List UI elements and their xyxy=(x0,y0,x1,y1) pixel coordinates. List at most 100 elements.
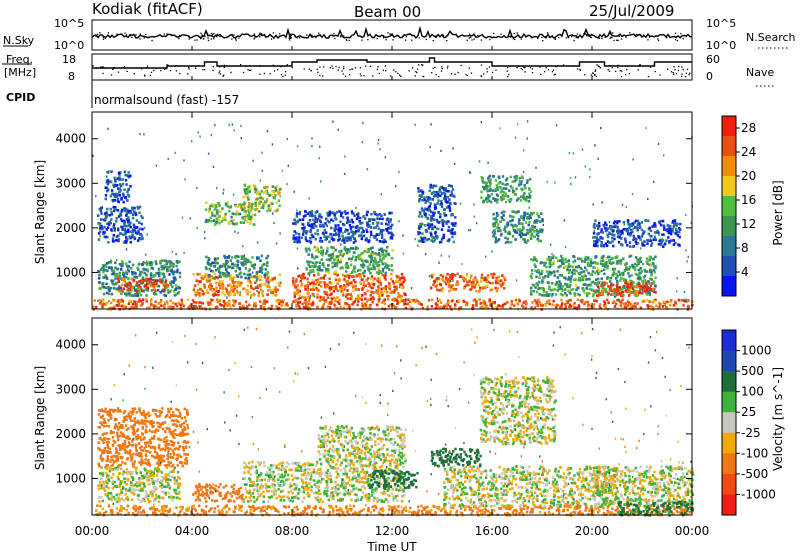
data-cell xyxy=(126,285,129,289)
data-cell xyxy=(390,235,393,239)
data-cell xyxy=(124,306,128,309)
data-cell xyxy=(358,216,361,220)
data-cell xyxy=(428,208,431,211)
data-cell xyxy=(119,212,122,216)
data-cell xyxy=(354,258,357,262)
data-cell xyxy=(111,192,114,196)
data-cell xyxy=(584,258,587,261)
data-cell xyxy=(502,210,505,213)
data-cell xyxy=(477,290,481,293)
data-cell xyxy=(138,291,141,294)
data-cell xyxy=(320,285,323,288)
data-cell xyxy=(490,193,494,196)
data-cell xyxy=(524,300,528,303)
data-cell xyxy=(444,187,447,190)
data-cell xyxy=(312,235,315,239)
data-cell xyxy=(309,260,312,264)
data-cell xyxy=(522,218,526,222)
data-cell xyxy=(484,181,487,185)
data-cell xyxy=(178,260,181,264)
program-name: normalsound (fast) -157 xyxy=(94,93,239,107)
data-cell xyxy=(244,217,247,220)
data-cell xyxy=(510,215,513,218)
data-cell xyxy=(313,265,316,269)
data-cell xyxy=(304,214,307,217)
data-cell xyxy=(552,254,555,258)
data-cell xyxy=(271,277,274,280)
data-cell xyxy=(244,267,247,270)
data-cell xyxy=(174,278,178,281)
data-cell xyxy=(417,215,421,218)
data-cell xyxy=(295,236,298,239)
data-cell xyxy=(556,269,559,273)
data-cell xyxy=(372,226,376,230)
nave-dot xyxy=(608,65,610,67)
data-cell xyxy=(514,175,517,179)
data-cell xyxy=(207,291,210,294)
data-cell xyxy=(350,298,353,301)
data-cell xyxy=(649,284,653,287)
data-cell xyxy=(218,215,221,218)
nave-dot xyxy=(611,67,613,69)
data-cell xyxy=(625,262,628,265)
data-cell xyxy=(403,300,406,304)
data-cell xyxy=(636,228,639,232)
data-cell xyxy=(312,226,315,230)
noise-dot xyxy=(206,32,209,35)
data-cell xyxy=(367,306,370,310)
nave-dot xyxy=(354,67,357,69)
data-cell xyxy=(431,186,435,189)
data-cell xyxy=(389,220,392,223)
data-cell xyxy=(246,192,249,195)
station-title: Kodiak (fitACF) xyxy=(92,0,203,18)
data-cell xyxy=(119,300,122,303)
data-cell xyxy=(653,222,656,225)
data-cell xyxy=(441,289,444,293)
data-cell xyxy=(434,302,438,305)
data-cell xyxy=(577,305,581,309)
nave-dot xyxy=(416,68,419,70)
noise-dot xyxy=(215,35,218,38)
data-cell xyxy=(634,268,637,272)
data-cell xyxy=(588,287,592,291)
data-cell xyxy=(633,262,637,266)
data-cell xyxy=(382,229,385,232)
data-cell xyxy=(631,222,634,225)
data-cell xyxy=(654,238,658,242)
data-cell xyxy=(676,222,679,226)
data-cell xyxy=(589,258,592,261)
data-cell xyxy=(114,180,117,183)
noise-dot xyxy=(508,35,511,38)
data-cell xyxy=(197,283,200,286)
data-cell xyxy=(645,287,648,291)
data-cell xyxy=(361,251,364,255)
data-cell xyxy=(635,237,638,241)
data-cell xyxy=(433,225,437,229)
data-cell xyxy=(148,278,151,282)
data-cell xyxy=(262,191,266,194)
data-cell xyxy=(389,231,392,235)
data-cell xyxy=(632,234,635,238)
data-cell xyxy=(306,223,310,226)
data-cell xyxy=(99,207,103,210)
data-cell xyxy=(140,222,143,226)
data-cell xyxy=(526,212,529,216)
data-cell xyxy=(223,254,226,258)
data-cell xyxy=(369,226,373,229)
data-cell xyxy=(548,287,551,290)
data-cell xyxy=(569,280,572,284)
noise-dot xyxy=(290,33,292,35)
noise-dot xyxy=(500,33,502,35)
nave-dot xyxy=(594,70,596,72)
data-cell xyxy=(605,228,609,232)
noise-dot xyxy=(278,35,280,37)
data-cell xyxy=(315,279,318,282)
data-cell xyxy=(249,275,252,279)
data-cell xyxy=(163,259,167,263)
noise-dot xyxy=(129,35,131,37)
data-cell xyxy=(215,212,219,215)
data-cell xyxy=(330,282,333,285)
data-cell xyxy=(333,258,336,261)
data-cell xyxy=(451,284,454,287)
noise-dot xyxy=(343,35,345,37)
